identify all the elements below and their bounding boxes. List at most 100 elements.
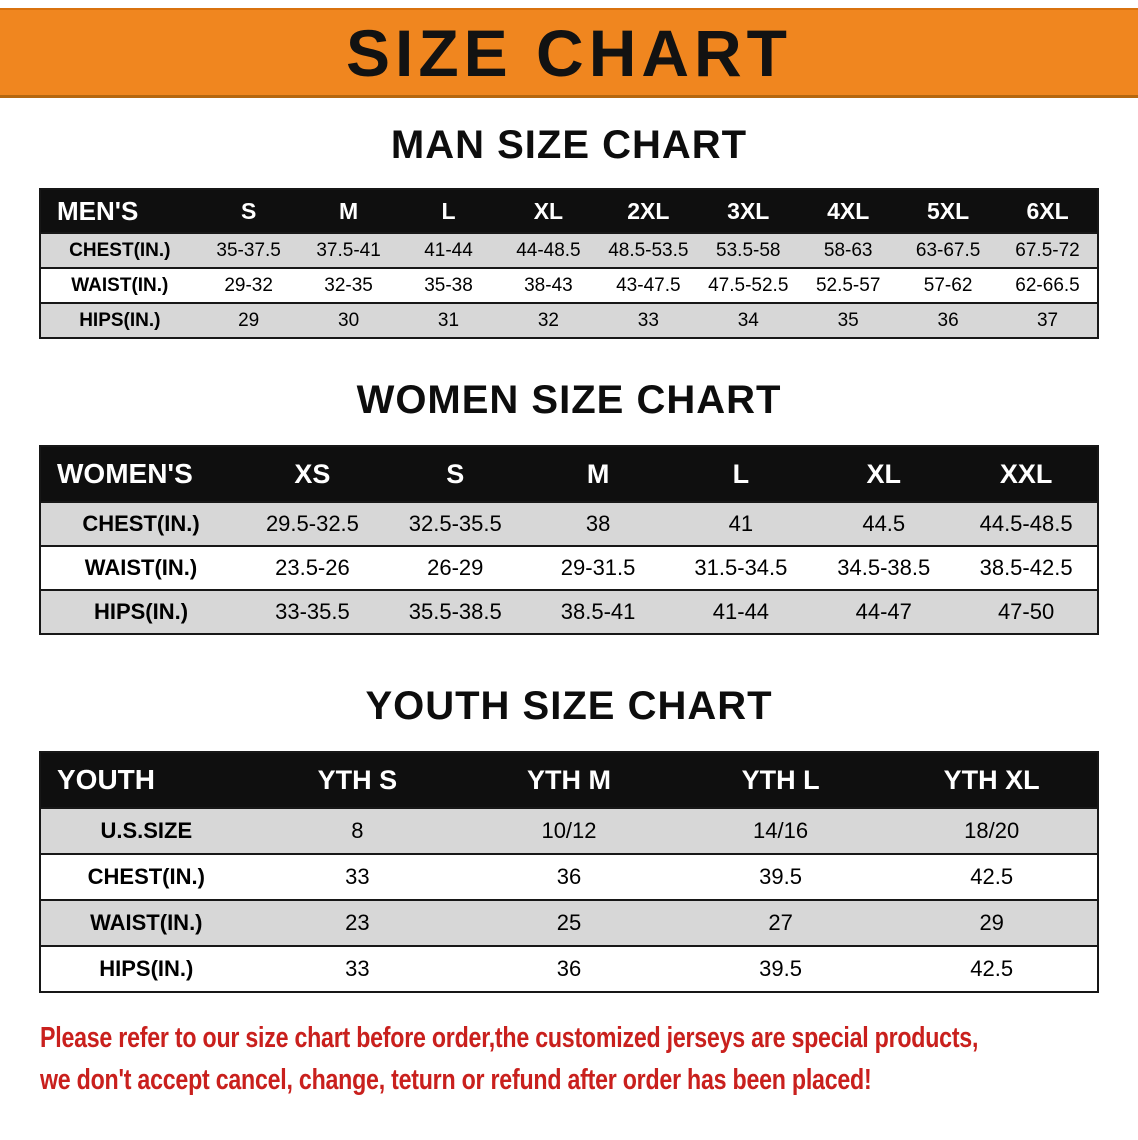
- table-title-cell: YOUTH: [40, 752, 252, 808]
- row-label-cell: HIPS(IN.): [99, 956, 194, 981]
- value-cell: 32: [537, 309, 559, 331]
- value-cell: 35.5-38.5: [408, 599, 502, 624]
- row-label-cell: CHEST(IN.): [87, 864, 205, 889]
- value-cell: 44.5-48.5: [979, 511, 1073, 536]
- disclaimer-line-1: Please refer to our size chart before or…: [40, 1022, 979, 1054]
- disclaimer: Please refer to our size chart before or…: [40, 1017, 1138, 1101]
- men-size-table: MEN'S S M L XL 2XL 3XL 4XL 5XL 6XL CHEST(IN.) 35-37…: [39, 188, 1099, 339]
- size-header-cell: XS: [241, 446, 384, 502]
- table-row: HIPS(IN.) 33-35.5 35.5-38.5 38.5-41 41-44 44-…: [40, 590, 1098, 634]
- men-section-heading: MAN SIZE CHART: [390, 123, 748, 167]
- value-cell: 63-67.5: [915, 239, 981, 261]
- value-cell: 35-38: [424, 274, 473, 296]
- value-cell: 62-66.5: [1015, 274, 1080, 296]
- value-cell: 29.5-32.5: [265, 511, 359, 536]
- value-cell: 30: [338, 309, 360, 331]
- size-header-cell: 5XL: [898, 189, 999, 233]
- value-cell: 47.5-52.5: [708, 274, 789, 296]
- row-label-cell: WAIST(IN.): [71, 274, 169, 296]
- value-cell: 23: [345, 910, 370, 935]
- size-header-cell: 2XL: [598, 189, 699, 233]
- value-cell: 39.5: [759, 956, 802, 981]
- women-section-heading: WOMEN SIZE CHART: [356, 378, 782, 422]
- table-row: CHEST(IN.) 33 36 39.5 42.5: [40, 854, 1098, 900]
- value-cell: 37.5-41: [316, 239, 381, 261]
- size-charts: MAN SIZE CHART MEN'S S M L XL 2XL 3XL 4XL 5XL 6XL…: [0, 122, 1138, 993]
- value-cell: 34.5-38.5: [837, 555, 931, 580]
- value-cell: 44-48.5: [516, 239, 581, 261]
- value-cell: 36: [556, 956, 582, 981]
- table-title-cell: MEN'S: [40, 189, 199, 233]
- table-row: HIPS(IN.) 33 36 39.5 42.5: [40, 946, 1098, 992]
- value-cell: 41-44: [712, 599, 770, 624]
- table-row: HIPS(IN.) 29 30 31 32 33 34 35 36 37: [40, 303, 1098, 338]
- value-cell: 36: [556, 864, 582, 889]
- size-header-cell: YTH L: [674, 752, 887, 808]
- table-header-row: YOUTH YTH S YTH M YTH L YTH XL: [40, 752, 1098, 808]
- row-label-cell: U.S.SIZE: [100, 818, 193, 843]
- value-cell: 31.5-34.5: [694, 555, 788, 580]
- value-cell: 29-31.5: [560, 555, 636, 580]
- value-cell: 38-43: [524, 274, 573, 296]
- row-label-cell: HIPS(IN.): [79, 309, 161, 331]
- value-cell: 67.5-72: [1015, 239, 1080, 261]
- disclaimer-line-2: we don't accept cancel, change, teturn o…: [40, 1064, 872, 1096]
- value-cell: 39.5: [759, 864, 802, 889]
- row-label-cell: CHEST(IN.): [69, 239, 171, 261]
- size-header-cell: M: [298, 189, 399, 233]
- value-cell: 47-50: [997, 599, 1055, 624]
- value-cell: 37: [1036, 309, 1059, 331]
- value-cell: 8: [351, 818, 364, 843]
- value-cell: 48.5-53.5: [608, 239, 689, 261]
- value-cell: 35-37.5: [216, 239, 281, 261]
- table-header-row: WOMEN'S XS S M L XL XXL: [40, 446, 1098, 502]
- value-cell: 35: [837, 309, 859, 331]
- value-cell: 41-44: [424, 239, 473, 261]
- value-cell: 29-32: [224, 274, 273, 296]
- value-cell: 25: [556, 910, 582, 935]
- value-cell: 14/16: [753, 818, 809, 843]
- value-cell: 29: [979, 910, 1004, 935]
- value-cell: 52.5-57: [815, 274, 881, 296]
- size-header-cell: 3XL: [698, 189, 799, 233]
- value-cell: 26-29: [427, 555, 484, 580]
- value-cell: 58-63: [823, 239, 873, 261]
- size-header-cell: YTH S: [251, 752, 464, 808]
- value-cell: 44.5: [862, 511, 906, 536]
- size-header-cell: 4XL: [798, 189, 899, 233]
- value-cell: 41: [728, 511, 754, 536]
- row-label-cell: CHEST(IN.): [82, 511, 200, 536]
- size-chart-banner: SIZE CHART: [0, 8, 1138, 98]
- youth-size-table: YOUTH YTH S YTH M YTH L YTH XL U.S.SIZE 8 10/12…: [39, 751, 1099, 993]
- size-header-cell: M: [526, 446, 670, 502]
- table-row: U.S.SIZE 8 10/12 14/16 18/20: [40, 808, 1098, 854]
- size-header-cell: S: [198, 189, 299, 233]
- value-cell: 31: [437, 309, 460, 331]
- size-header-cell: XL: [498, 189, 599, 233]
- value-cell: 33: [345, 956, 370, 981]
- table-row: WAIST(IN.) 29-32 32-35 35-38 38-43 43-47.5 47.…: [40, 268, 1098, 303]
- row-label-cell: WAIST(IN.): [90, 910, 203, 935]
- value-cell: 38.5-41: [560, 599, 636, 624]
- row-label-cell: WAIST(IN.): [84, 555, 198, 580]
- value-cell: 33-35.5: [275, 599, 350, 624]
- value-cell: 18/20: [964, 818, 1020, 843]
- table-header-row: MEN'S S M L XL 2XL 3XL 4XL 5XL 6XL: [40, 189, 1098, 233]
- value-cell: 43-47.5: [616, 274, 681, 296]
- value-cell: 10/12: [541, 818, 597, 843]
- row-label-cell: HIPS(IN.): [93, 599, 189, 624]
- value-cell: 42.5: [970, 956, 1014, 981]
- size-header-cell: XXL: [955, 446, 1098, 502]
- value-cell: 32.5-35.5: [408, 511, 502, 536]
- table-row: WAIST(IN.) 23.5-26 26-29 29-31.5 31.5-34.5 34…: [40, 546, 1098, 590]
- value-cell: 27: [768, 910, 793, 935]
- size-header-cell: 6XL: [998, 189, 1098, 233]
- size-header-cell: XL: [812, 446, 956, 502]
- size-header-cell: YTH XL: [886, 752, 1098, 808]
- value-cell: 23.5-26: [275, 555, 350, 580]
- youth-section-heading: YOUTH SIZE CHART: [365, 684, 773, 728]
- value-cell: 38: [585, 511, 611, 536]
- table-row: WAIST(IN.) 23 25 27 29: [40, 900, 1098, 946]
- value-cell: 32-35: [324, 274, 373, 296]
- size-header-cell: L: [669, 446, 813, 502]
